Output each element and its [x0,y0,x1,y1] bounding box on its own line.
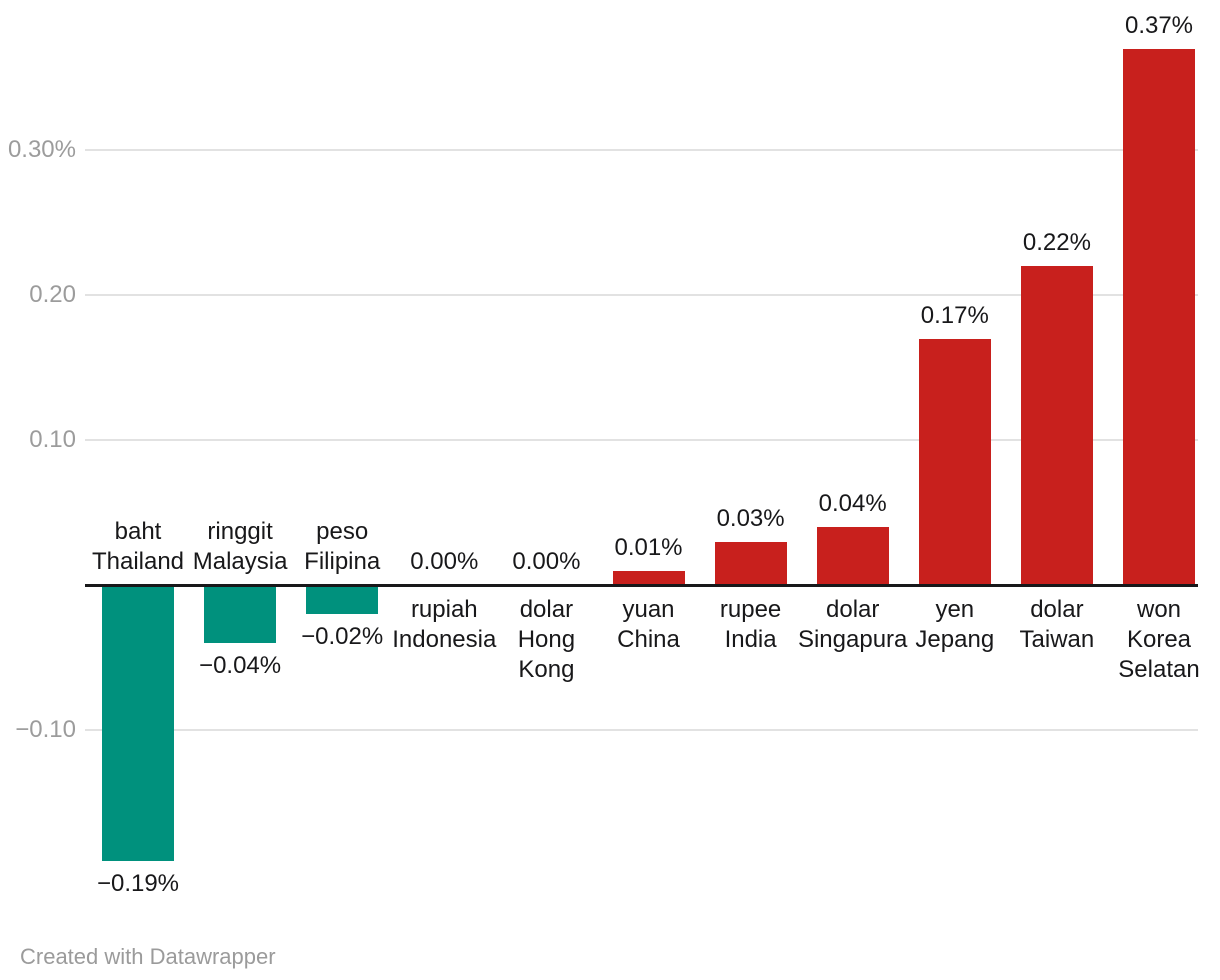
y-tick-label: −0.10 [15,716,76,743]
category-label-line: India [724,626,777,653]
bar-positive [1020,266,1093,585]
bar-value-label: −0.04% [199,652,282,679]
datawrapper-credit: Created with Datawrapper [20,944,276,969]
category-label-line: Korea [1126,626,1192,653]
y-gridline [85,149,1198,151]
bar-value-label: 0.37% [1124,11,1194,39]
category-label-line: Indonesia [392,626,497,653]
bar-category-label: dolar Singapura [743,595,963,655]
category-label-line: Taiwan [1019,626,1095,653]
category-label-line: yen [935,596,975,623]
bar-value-label: 0.01% [614,533,683,561]
category-label-line: Filipina [304,548,381,575]
category-label-line: yuan [622,596,675,623]
y-tick-label: 0.20 [29,281,76,308]
bar-positive [1123,48,1195,585]
bar-positive [612,570,685,585]
category-label-line: ringgit [207,518,273,545]
y-gridline [85,729,1198,731]
category-label-line: Hong [517,626,576,653]
bar-category-label: baht Thailand [28,517,248,577]
bar-category-label: rupiah Indonesia [334,595,554,655]
y-gridline [85,294,1198,296]
bar-negative [204,585,277,643]
category-label-line: Malaysia [192,548,288,575]
bar-category-label: dolar Hong Kong [436,595,656,685]
x-axis-baseline [85,584,1198,587]
category-label-line: dolar [1030,596,1084,623]
bar-category-label: dolar Taiwan [947,595,1167,655]
bar-category-label: rupee India [641,595,861,655]
y-tick-label: 0.30% [7,136,76,163]
bar-positive [714,541,787,585]
bar-category-label: peso Filipina [232,517,452,577]
bar-category-label: yuan China [539,595,759,655]
bar-value-label: −0.19% [96,869,180,897]
category-label-line: Jepang [915,626,995,653]
bar-value-label: 0.17% [920,301,989,329]
category-label-line: Singapura [797,626,908,653]
category-label-line: China [617,626,680,653]
bar-value-label: 0.04% [818,490,887,517]
category-label-line: peso [316,518,369,545]
bar-category-label: ringgit Malaysia [130,517,350,577]
category-label-line: rupiah [410,596,478,623]
category-label-line: won [1136,596,1182,623]
category-label-line: rupee [719,596,782,623]
bar-value-label: 0.22% [1022,229,1091,256]
category-label-line: Selatan [1118,656,1200,683]
category-label-line: dolar [826,596,880,623]
bar-value-label: 0.03% [716,504,785,532]
bar-value-label: −0.02% [301,623,384,650]
bar-negative [102,585,174,861]
bar-value-label: 0.00% [512,548,581,575]
category-label-line: dolar [519,596,574,623]
y-gridline [85,439,1198,441]
y-tick-label: 0.10 [29,426,76,453]
category-label-line: Kong [518,656,575,683]
bar-negative [306,585,379,614]
category-label-line: Thailand [91,548,185,575]
bar-value-label: 0.00% [410,548,479,575]
category-label-line: baht [114,518,162,545]
bar-positive [816,527,889,585]
bar-category-label: won Korea Selatan [1049,595,1220,685]
bar-category-label: yen Jepang [845,595,1065,655]
bar-positive [918,338,991,585]
